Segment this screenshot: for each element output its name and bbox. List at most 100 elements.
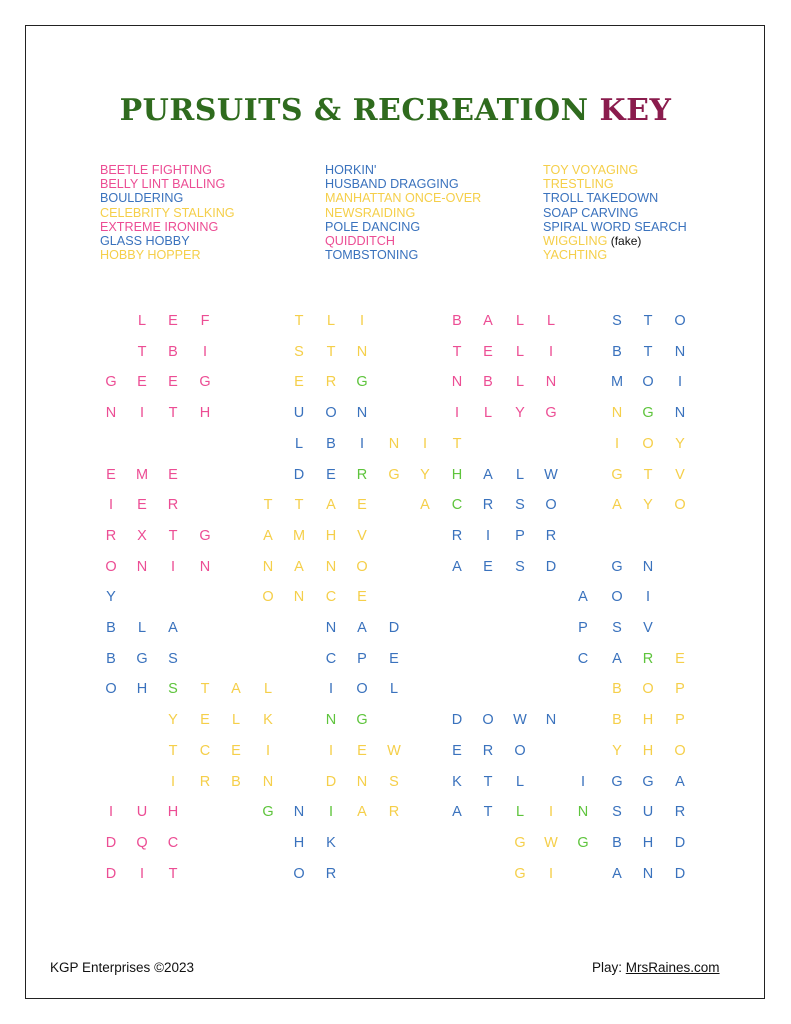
grid-letter: A [263, 527, 273, 544]
grid-letter: R [451, 527, 463, 544]
grid-letter: G [514, 834, 526, 851]
grid-letter: C [199, 742, 211, 759]
grid-letter: C [577, 650, 589, 667]
grid-letter: E [675, 650, 685, 667]
grid-letter: N [262, 773, 274, 790]
grid-letter: P [578, 620, 588, 636]
grid-letter: D [451, 712, 463, 729]
grid-letter: G [199, 527, 211, 544]
grid-letter: G [105, 374, 117, 391]
grid-letter: V [357, 527, 367, 544]
grid-letter: I [328, 742, 334, 759]
grid-letter: N [293, 589, 305, 606]
word-text: TOY VOYAGING [543, 163, 639, 177]
grid-letter: N [356, 343, 368, 360]
grid-letter: N [545, 374, 557, 391]
grid-letter: S [612, 804, 622, 821]
grid-letter: E [168, 313, 178, 329]
grid-letter: T [452, 343, 462, 360]
grid-letter: T [294, 497, 304, 514]
grid-letter: I [359, 435, 365, 452]
grid-letter: R [325, 865, 337, 882]
grid-letter: D [325, 773, 337, 790]
footer-play: Play: MrsRaines.com [592, 960, 720, 975]
grid-letter: M [610, 374, 624, 391]
grid-letter: T [643, 313, 653, 329]
grid-letter: R [199, 773, 211, 790]
grid-letter: N [199, 558, 211, 575]
grid-letter: I [108, 804, 114, 821]
grid-letter: E [106, 466, 116, 483]
grid-letter: D [674, 834, 686, 851]
grid-letter: Y [106, 589, 116, 606]
word-list-item: HOBBY HOPPER [100, 248, 235, 262]
word-list-item: BELLY LINT BALLING [100, 177, 235, 191]
word-text: NEWSRAIDING [325, 205, 416, 220]
word-list-item: HORKIN' [325, 163, 481, 177]
word-list-column-1: BEETLE FIGHTING BELLY LINT BALLING BOULDER… [100, 163, 235, 262]
grid-letter: B [106, 650, 116, 667]
grid-letter: K [452, 773, 462, 790]
word-text: YACHTING [543, 248, 608, 263]
grid-letter: D [105, 834, 117, 851]
grid-letter: I [645, 589, 651, 606]
grid-letter: N [325, 558, 337, 575]
grid-letter: T [168, 865, 178, 882]
word-text: HUSBAND DRAGGING [325, 177, 459, 192]
grid-letter: M [135, 466, 149, 483]
copyright-year: ©2023 [154, 960, 195, 975]
grid-letter: O [482, 712, 494, 729]
grid-letter: G [136, 650, 148, 667]
grid-letter: I [548, 865, 554, 882]
grid-letter: T [137, 343, 147, 360]
grid-letter: G [356, 712, 368, 729]
grid-letter: O [642, 374, 654, 391]
grid-letter: N [325, 712, 337, 729]
page-title: PURSUITS & RECREATION KEY [0, 93, 791, 128]
grid-letter: H [642, 742, 654, 759]
word-text: TOMBSTONING [325, 248, 419, 263]
grid-letter: I [677, 374, 683, 391]
grid-letter: I [265, 742, 271, 759]
grid-letter: U [293, 405, 305, 422]
grid-letter: O [545, 497, 557, 514]
grid-letter: L [515, 773, 525, 790]
grid-letter: G [514, 865, 526, 882]
grid-letter: O [642, 681, 654, 698]
grid-letter: S [612, 620, 622, 636]
grid-letter: H [293, 834, 305, 851]
grid-letter: L [515, 343, 525, 360]
grid-letter: U [642, 804, 654, 821]
grid-letter: G [388, 466, 400, 483]
word-text: HORKIN' [325, 163, 377, 177]
word-text: EXTREME IRONING [100, 219, 219, 234]
word-list-item: TRESTLING [543, 177, 687, 191]
footer-copyright: KGP Enterprises ©2023 [50, 960, 194, 975]
grid-letter: P [675, 681, 685, 698]
grid-letter: W [544, 834, 558, 851]
grid-letter: E [231, 742, 241, 759]
grid-letter: A [326, 497, 336, 514]
grid-letter: O [674, 497, 686, 514]
word-list-item: CELEBRITY STALKING [100, 206, 235, 220]
grid-letter: L [389, 681, 399, 698]
grid-letter: I [108, 497, 114, 514]
grid-letter: E [200, 712, 210, 729]
grid-letter: A [357, 620, 367, 636]
grid-letter: G [199, 374, 211, 391]
grid-letter: L [515, 313, 525, 329]
grid-letter: N [674, 343, 686, 360]
grid-letter: A [612, 650, 622, 667]
grid-letter: I [202, 343, 208, 360]
word-list-item: GLASS HOBBY [100, 234, 235, 248]
grid-letter: G [611, 773, 623, 790]
site-link[interactable]: MrsRaines.com [625, 960, 720, 975]
grid-letter: I [170, 773, 176, 790]
word-text: TROLL TAKEDOWN [543, 191, 659, 206]
grid-letter: E [483, 343, 493, 360]
grid-letter: H [642, 712, 654, 729]
grid-letter: I [422, 435, 428, 452]
grid-letter: E [389, 650, 399, 667]
grid-letter: R [642, 650, 654, 667]
title-main: PURSUITS & RECREATION [119, 93, 589, 128]
